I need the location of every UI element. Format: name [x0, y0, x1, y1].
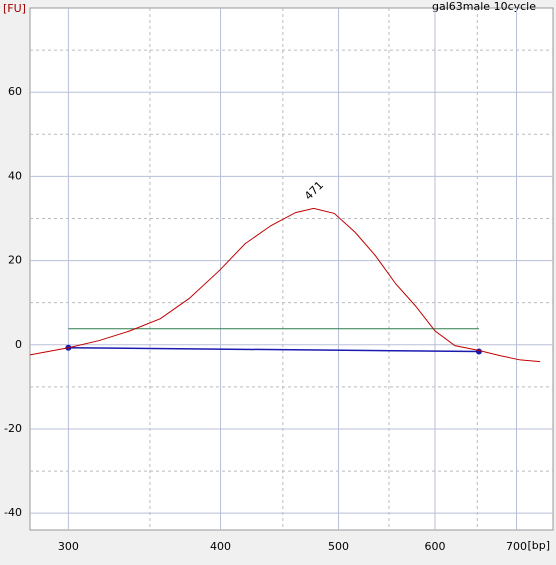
x-tick-label: 700: [506, 540, 527, 553]
y-tick-label: 0: [15, 338, 22, 351]
baseline-point: [475, 348, 482, 355]
y-tick-label: -40: [4, 506, 22, 519]
y-tick-label: 40: [8, 169, 22, 182]
y-tick-label: 60: [8, 85, 22, 98]
x-axis-label: [bp]: [527, 539, 550, 552]
chart-title: gal63male 10cycle: [432, 0, 536, 13]
y-axis-label: [FU]: [3, 2, 26, 15]
y-tick-label: 20: [8, 254, 22, 267]
x-tick-label: 600: [424, 540, 445, 553]
x-tick-label: 500: [328, 540, 349, 553]
x-tick-label: 300: [58, 540, 79, 553]
y-tick-label: -20: [4, 422, 22, 435]
x-tick-label: 400: [210, 540, 231, 553]
plot-area: [29, 7, 554, 531]
trace: [29, 207, 541, 363]
baseline: [68, 346, 479, 353]
